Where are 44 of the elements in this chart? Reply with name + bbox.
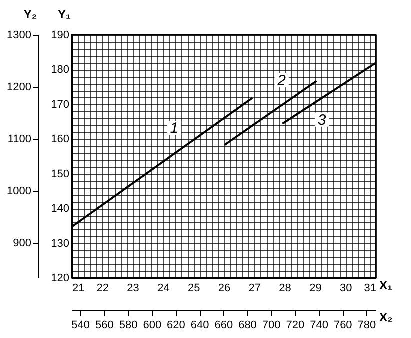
- annotation: 1: [170, 120, 179, 138]
- x2-tick-label: 540: [72, 320, 90, 332]
- x-tick-label: 29: [310, 282, 322, 294]
- y2-tick-label: 1300: [7, 30, 32, 42]
- x2-tick-label: 740: [310, 320, 328, 332]
- y-tick-label: 150: [51, 168, 70, 180]
- y2-tick-label: 1200: [7, 82, 32, 94]
- x2-tick-label: 760: [334, 320, 352, 332]
- y-tick-label: 130: [51, 238, 70, 250]
- x-tick-label: 21: [72, 282, 85, 294]
- x-tick-label: 30: [340, 282, 352, 294]
- y-tick-label: 190: [51, 30, 70, 42]
- x2-tick-label: 660: [214, 320, 234, 332]
- x2-tick-label: 600: [143, 320, 162, 332]
- x2-tick-label: 620: [167, 320, 186, 332]
- y2-tick-label: 1000: [7, 186, 32, 198]
- x2-tick-label: 780: [358, 320, 376, 332]
- x-tick-label: 27: [248, 282, 262, 294]
- y2-tick-label: 1100: [8, 134, 32, 146]
- x2-tick-label: 680: [238, 320, 257, 332]
- x-tick-label: 22: [96, 282, 110, 294]
- y-tick-label: 120: [51, 272, 70, 284]
- y-axis-title: Y₁: [58, 8, 72, 22]
- x-tick-label: 26: [218, 282, 231, 294]
- x2-tick-label: 720: [286, 320, 305, 332]
- y-tick-label: 160: [51, 134, 70, 146]
- x2-axis-title: X₂: [380, 310, 393, 324]
- annotation: 2: [276, 72, 287, 90]
- x2-tick-label: 560: [96, 320, 114, 332]
- x-tick-label: 24: [158, 282, 170, 294]
- y2-axis-title: Y₂: [24, 8, 38, 22]
- y-tick-label: 180: [51, 64, 70, 76]
- x-tick-label: 31: [364, 282, 376, 294]
- x2-tick-label: 580: [119, 320, 138, 332]
- x-tick-label: 28: [279, 282, 292, 294]
- x-axis-title: X₁: [380, 278, 393, 292]
- y-tick-label: 140: [51, 203, 70, 216]
- x2-tick-label: 700: [262, 320, 281, 332]
- x-tick-label: 23: [127, 282, 140, 294]
- x2-tick-label: 640: [190, 320, 210, 332]
- y2-tick-label: 900: [13, 238, 32, 250]
- y-tick-label: 170: [51, 98, 70, 111]
- x-tick-label: 25: [188, 282, 200, 294]
- annotation: 3: [318, 112, 327, 129]
